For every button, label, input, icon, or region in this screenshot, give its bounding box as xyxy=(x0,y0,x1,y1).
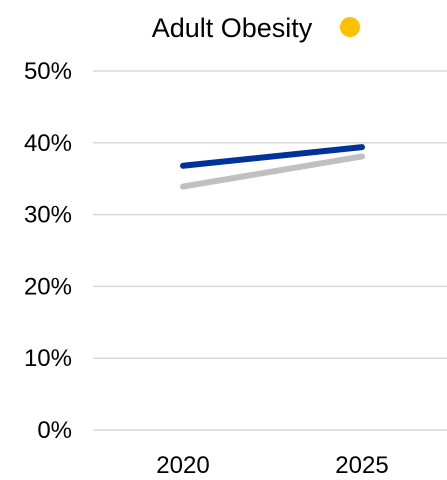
x-axis-ticks: 2020 2025 xyxy=(156,452,388,479)
y-tick-label: 50% xyxy=(24,58,72,85)
series-line-2 xyxy=(180,144,365,169)
title-status-marker xyxy=(340,17,360,37)
x-tick-label: 2020 xyxy=(156,452,209,479)
y-tick-label: 20% xyxy=(24,273,72,300)
chart-title: Adult Obesity xyxy=(152,13,313,43)
series xyxy=(180,144,365,190)
grid xyxy=(93,70,447,431)
y-tick-label: 10% xyxy=(24,345,72,372)
x-tick-label: 2025 xyxy=(335,452,388,479)
series-line-1 xyxy=(180,153,365,190)
y-tick-label: 30% xyxy=(24,202,72,229)
y-tick-label: 0% xyxy=(37,417,72,444)
y-tick-label: 40% xyxy=(24,130,72,157)
chart-title-group: Adult Obesity xyxy=(152,13,360,43)
y-axis-ticks: 0% 10% 20% 30% 40% 50% xyxy=(24,58,72,444)
